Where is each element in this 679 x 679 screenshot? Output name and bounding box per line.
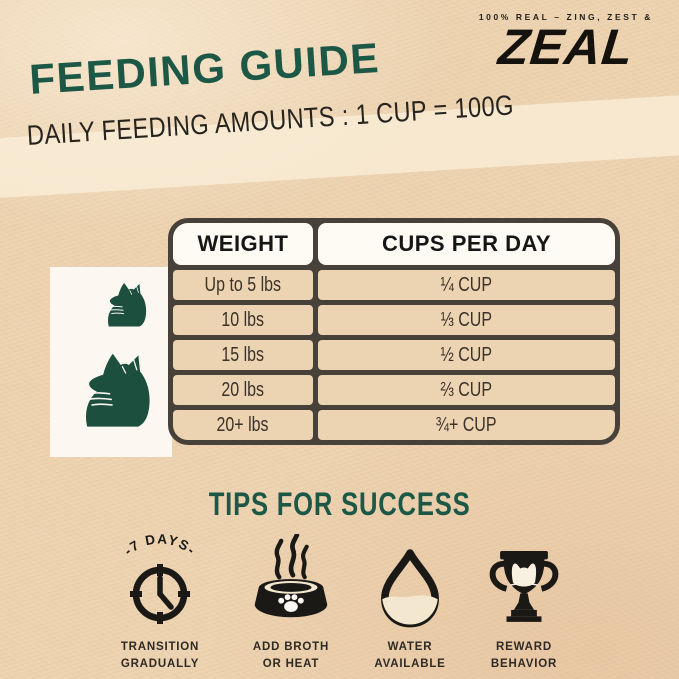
table-row: 10 lbs ⅓ CUP — [173, 305, 615, 335]
svg-text:-7 DAYS-: -7 DAYS- — [121, 532, 199, 558]
large-cat-icon — [86, 353, 150, 427]
weight-cell: 20 lbs — [173, 375, 313, 405]
cat-silhouette-panel — [50, 267, 172, 457]
tip-caption: REWARD BEHAVIOR — [490, 641, 558, 670]
table-row: 20 lbs ⅔ CUP — [173, 375, 615, 405]
weight-cell: Up to 5 lbs — [173, 270, 313, 300]
clock-icon: -7 DAYS- — [121, 532, 199, 624]
brand-tagline: 100% REAL – ZING, ZEST & — [478, 12, 653, 22]
tip-reward-behavior: REWARD BEHAVIOR — [466, 540, 582, 672]
tips-row: -7 DAYS- TRANSITION GRADUALLY — [96, 532, 582, 672]
weight-cell: 10 lbs — [173, 305, 313, 335]
table-row: 15 lbs ½ CUP — [173, 340, 615, 370]
tip-caption: ADD BROTH OR HEAT — [252, 641, 330, 670]
cups-cell: ½ CUP — [318, 340, 615, 370]
column-header-weight: WEIGHT — [173, 223, 313, 265]
feeding-table-header: WEIGHT CUPS PER DAY — [173, 223, 615, 265]
weight-cell: 15 lbs — [173, 340, 313, 370]
tip-add-broth-or-heat: ADD BROTH OR HEAT — [228, 534, 354, 672]
trophy-cat-icon — [489, 551, 559, 622]
cups-cell: ⅓ CUP — [318, 305, 615, 335]
weight-cell: 20+ lbs — [173, 410, 313, 440]
brand-logo: ZEAL — [495, 19, 637, 75]
brand-block: 100% REAL – ZING, ZEST & ZEAL — [478, 12, 653, 75]
table-row: Up to 5 lbs ¼ CUP — [173, 270, 615, 300]
table-row: 20+ lbs ¾+ CUP — [173, 410, 615, 440]
column-header-cups-per-day: CUPS PER DAY — [318, 223, 615, 265]
tip-water-available: WATER AVAILABLE — [358, 548, 462, 672]
cups-cell: ¼ CUP — [318, 270, 615, 300]
tips-title: TIPS FOR SUCCESS — [208, 486, 471, 522]
small-cat-icon — [108, 282, 147, 327]
feeding-table: WEIGHT CUPS PER DAY Up to 5 lbs ¼ CUP 10… — [168, 218, 620, 445]
clock-badge-text: -7 DAYS- — [121, 532, 198, 558]
tip-transition-gradually: -7 DAYS- TRANSITION GRADUALLY — [96, 532, 224, 672]
cups-cell: ¾+ CUP — [318, 410, 615, 440]
bowl-steam-icon — [254, 534, 328, 618]
cups-cell: ⅔ CUP — [318, 375, 615, 405]
tip-caption: TRANSITION GRADUALLY — [120, 641, 200, 670]
page-title: FEEDING GUIDE — [28, 33, 382, 103]
water-drop-icon — [381, 549, 439, 628]
tip-caption: WATER AVAILABLE — [374, 641, 446, 670]
